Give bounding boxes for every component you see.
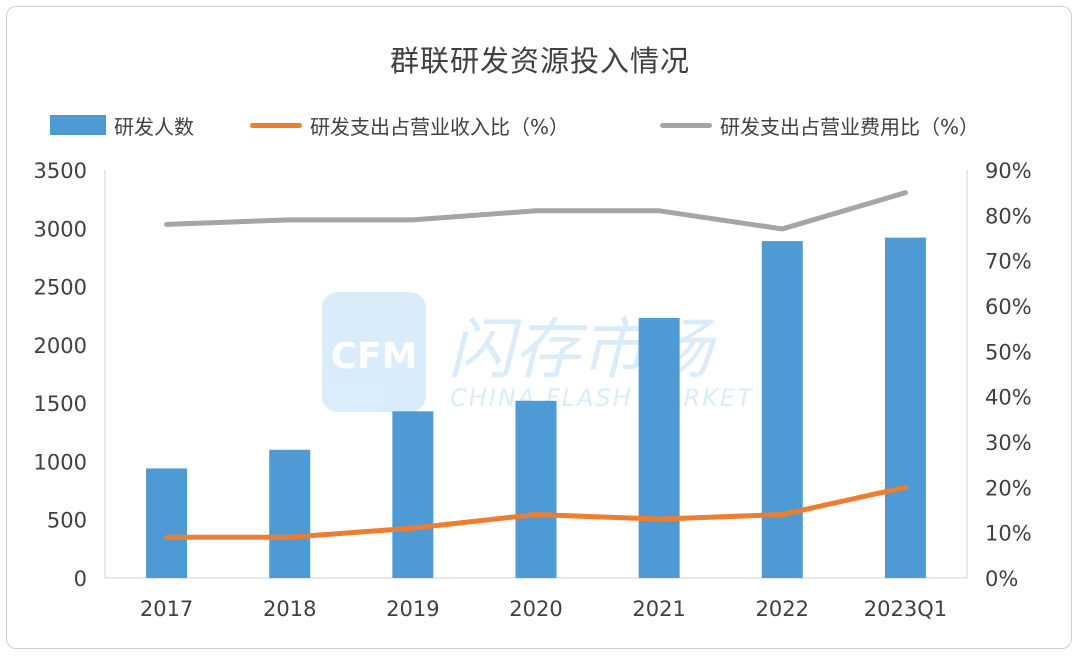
bar <box>638 318 680 578</box>
x-tick-label: 2018 <box>263 597 316 621</box>
y-right-tick-label: 80% <box>985 204 1032 228</box>
bar <box>884 237 926 578</box>
y-left-tick-label: 1500 <box>34 392 87 416</box>
series-line-revenue-ratio <box>164 484 908 540</box>
y-right-tick-label: 60% <box>985 295 1032 319</box>
legend-swatch-bar <box>50 115 106 135</box>
legend-item-rd-revenue-ratio: 研发支出占营业收入比（%） <box>250 110 569 140</box>
x-tick-label: 2022 <box>756 597 809 621</box>
legend-label: 研发支出占营业费用比（%） <box>720 114 980 139</box>
y-right-tick-label: 90% <box>985 159 1032 183</box>
y-left-tick-label: 500 <box>47 509 87 533</box>
y-left-tick-label: 1000 <box>34 450 87 474</box>
y-right-tick-label: 30% <box>985 431 1032 455</box>
x-tick-label: 2017 <box>140 597 193 621</box>
bar <box>269 449 311 578</box>
y-left-tick-label: 3000 <box>34 217 87 241</box>
bar <box>761 241 803 578</box>
watermark-logo-text: CFM <box>331 336 418 377</box>
legend-label: 研发人数 <box>114 114 194 139</box>
series-line-expense-ratio <box>164 190 908 232</box>
x-tick-label: 2019 <box>386 597 439 621</box>
legend-swatch-orange-line <box>250 122 302 128</box>
plot-area: 0 500 1000 1500 2000 2500 3000 3500 0% 10% 20% 30% 4… <box>34 159 1032 621</box>
y-left-tick-label: 3500 <box>34 159 87 183</box>
bar <box>515 400 557 578</box>
x-tick-label: 2021 <box>632 597 685 621</box>
legend-swatch-gray-line <box>660 122 712 128</box>
chart-title: 群联研发资源投入情况 <box>389 44 690 78</box>
legend-label: 研发支出占营业收入比（%） <box>310 114 570 139</box>
y-right-tick-label: 50% <box>985 340 1032 364</box>
bar <box>392 411 434 578</box>
x-tick-label: 2023Q1 <box>864 597 947 621</box>
x-tick-label: 2020 <box>509 597 562 621</box>
y-right-tick-label: 0% <box>985 567 1018 591</box>
y-left-tick-label: 2000 <box>34 334 87 358</box>
y-right-tick-label: 40% <box>985 386 1032 410</box>
watermark-logo-box <box>322 292 426 412</box>
y-left-tick-label: 2500 <box>34 276 87 300</box>
watermark: CFM 闪存市场 CHINA FLASH MARKET <box>322 292 754 412</box>
legend-item-rd-expense-ratio: 研发支出占营业费用比（%） <box>660 110 979 140</box>
y-right-tick-label: 70% <box>985 250 1032 274</box>
y-right-tick-label: 10% <box>985 522 1032 546</box>
y-right-tick-label: 20% <box>985 476 1032 500</box>
legend-item-rd-staff: 研发人数 <box>50 110 194 140</box>
y-left-tick-label: 0 <box>74 567 87 591</box>
watermark-sub-text: CHINA FLASH MARKET <box>450 384 754 412</box>
bar <box>146 468 188 578</box>
